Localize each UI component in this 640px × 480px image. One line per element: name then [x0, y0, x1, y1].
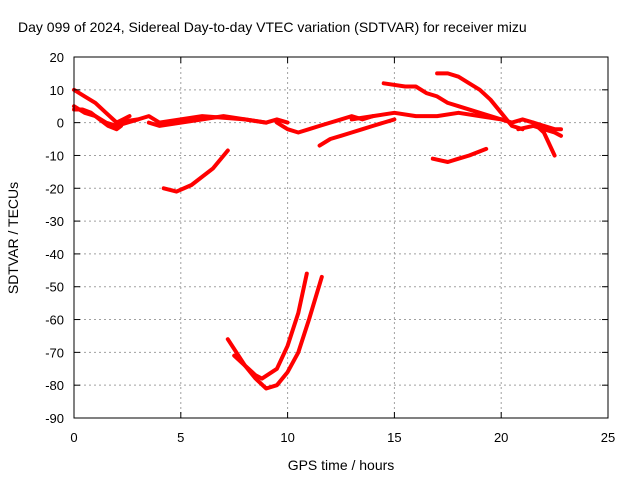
series-line-arc-10 [317, 117, 397, 148]
y-tick-label: 10 [50, 83, 64, 98]
series-line-arc-5 [146, 114, 290, 128]
y-tick-label: -80 [45, 378, 64, 393]
x-tick-labels: 0 5 10 15 20 25 [70, 430, 615, 445]
y-tick-labels: 20 10 0 -10 -20 -30 -40 -50 -60 -70 -80 -90 [45, 50, 64, 426]
series-line-arc-16 [516, 123, 563, 138]
x-tick-label: 20 [494, 430, 508, 445]
x-tick-label: 10 [280, 430, 294, 445]
y-tick-label: -40 [45, 247, 64, 262]
series-line-arc-17 [531, 120, 557, 158]
x-tick-label: 5 [177, 430, 184, 445]
series-line-arc-6 [161, 148, 230, 194]
series-line-arc-8 [232, 271, 309, 381]
series-line-arc-3 [72, 107, 123, 132]
gridlines [74, 57, 608, 418]
series-lines [72, 71, 563, 391]
y-axis-label: SDTVAR / TECUs [5, 182, 21, 294]
y-tick-label: -30 [45, 214, 64, 229]
x-axis-label: GPS time / hours [288, 457, 395, 473]
y-tick-label: -90 [45, 411, 64, 426]
chart-title: Day 099 of 2024, Sidereal Day-to-day VTE… [18, 19, 527, 35]
series-line-arc-15 [509, 117, 563, 132]
y-tick-label: 20 [50, 50, 64, 65]
y-tick-label: -50 [45, 280, 64, 295]
y-tick-label: -20 [45, 181, 64, 196]
y-tick-label: -60 [45, 313, 64, 328]
x-tick-label: 0 [70, 430, 77, 445]
y-tick-label: -10 [45, 148, 64, 163]
axis-ticks [73, 56, 609, 419]
y-tick-label: -70 [45, 345, 64, 360]
series-line-arc-13 [435, 71, 525, 132]
series-line-arc-1 [72, 87, 132, 125]
series-line-arc-14 [430, 146, 489, 164]
x-tick-label: 15 [387, 430, 401, 445]
series-line-arc-12 [381, 81, 504, 122]
plot-frame [73, 56, 609, 419]
x-tick-label: 25 [601, 430, 615, 445]
y-tick-label: 0 [57, 116, 64, 131]
